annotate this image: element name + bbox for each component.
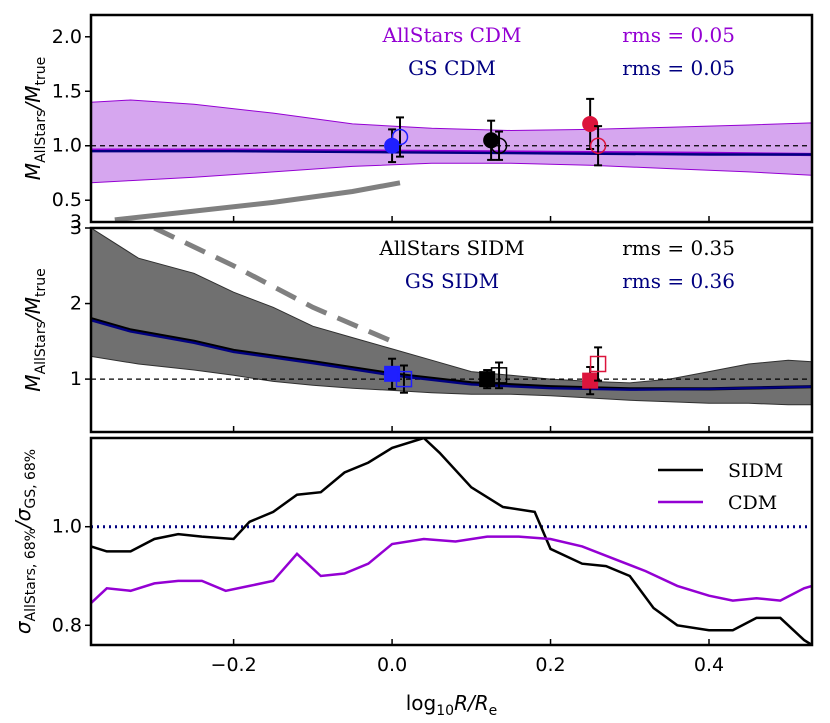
data-point-2 bbox=[479, 369, 496, 390]
y-tick-label: 1.5 bbox=[52, 80, 82, 102]
data-point-1 bbox=[395, 364, 413, 394]
annotation-2: GS CDM bbox=[408, 56, 496, 80]
marker-square bbox=[490, 367, 508, 384]
data-point-1 bbox=[391, 116, 409, 158]
x-label-part: log bbox=[406, 691, 437, 715]
panel-middle: 1 2 3 AllStars SIDM rms = 0.35 GS SIDM rms = 0… bbox=[70, 217, 814, 434]
y-tick-label-extra: 3 bbox=[70, 211, 82, 233]
data-point-5 bbox=[589, 346, 607, 382]
x-axis-label: log10R/Re bbox=[406, 691, 497, 719]
data-point-3 bbox=[490, 130, 508, 161]
y-label-part: true bbox=[33, 57, 49, 86]
marker-circle bbox=[391, 128, 409, 146]
model-curve-middle bbox=[153, 228, 394, 344]
panel-top: 0.5 1.0 1.5 2.0 3 AllStars CDM rms = 0.05 GS CD… bbox=[52, 13, 814, 233]
x-tick-label: −0.2 bbox=[211, 654, 257, 676]
marker-square bbox=[395, 370, 413, 388]
y-axis-label-top: MAllStars/Mtrue bbox=[21, 57, 49, 180]
marker-circle bbox=[589, 137, 607, 154]
annotation-0: AllStars CDM bbox=[382, 23, 522, 47]
series-line-sidm bbox=[91, 438, 812, 645]
y-tick-label: 0.5 bbox=[52, 189, 82, 211]
annotation-2: GS SIDM bbox=[405, 269, 499, 293]
y-label-part: /M bbox=[21, 297, 45, 323]
scatter-band-middle bbox=[91, 228, 812, 406]
series-line-cdm bbox=[91, 535, 812, 605]
y-axis-label-middle: MAllStars/Mtrue bbox=[21, 268, 49, 391]
panel-bottom: 0.8 1.0 −0.2 0.0 0.2 0.4 SIDM CDM log10R/Re bbox=[52, 436, 814, 719]
y-label-part: AllStars bbox=[33, 110, 49, 163]
y-label-part: σ bbox=[11, 620, 35, 634]
y-tick-label: 0.8 bbox=[52, 614, 82, 636]
marker-square bbox=[384, 365, 401, 382]
x-label-part: 10 bbox=[436, 703, 454, 719]
annotation-3: rms = 0.36 bbox=[622, 269, 735, 293]
plot-area-top bbox=[91, 97, 812, 222]
annotation-1: rms = 0.05 bbox=[622, 23, 735, 47]
x-tick-label: 0.4 bbox=[694, 654, 724, 676]
x-tick-label: 0.0 bbox=[377, 654, 407, 676]
legend-label-cdm: CDM bbox=[728, 492, 777, 514]
y-label-part: /M bbox=[21, 86, 45, 112]
y-label-part: AllStars bbox=[33, 321, 49, 374]
y-label-part: AllStars, 68% bbox=[23, 528, 39, 621]
data-point-0 bbox=[384, 128, 401, 164]
data-point-3 bbox=[490, 361, 508, 390]
marker-circle bbox=[582, 115, 599, 132]
y-label-part: M bbox=[21, 374, 45, 391]
series-line-gs-cdm bbox=[91, 149, 812, 156]
y-tick-label: 2.0 bbox=[52, 26, 82, 48]
y-label-part: /σ bbox=[11, 507, 35, 530]
marker-square bbox=[479, 371, 496, 388]
scatter-band-top bbox=[91, 99, 812, 184]
plot-area-middle bbox=[91, 228, 812, 406]
annotation-3: rms = 0.05 bbox=[622, 56, 735, 80]
x-label-part: e bbox=[489, 703, 498, 719]
model-curve-top bbox=[114, 180, 401, 222]
y-label-part: M bbox=[21, 163, 45, 180]
plot-area-bottom bbox=[91, 438, 812, 645]
y-tick-label: 1.0 bbox=[52, 516, 82, 538]
y-tick-label: 2 bbox=[70, 293, 82, 315]
frame-top bbox=[89, 13, 814, 224]
y-tick-label: 3 bbox=[70, 217, 82, 239]
marker-circle bbox=[490, 137, 508, 154]
marker-square bbox=[589, 355, 607, 373]
legend-label-sidm: SIDM bbox=[728, 460, 783, 482]
data-point-5 bbox=[589, 125, 607, 167]
y-axis-label-bottom: σAllStars, 68%/σGS, 68% bbox=[11, 449, 39, 634]
y-tick-label: 1 bbox=[70, 368, 82, 390]
x-label-part: R/R bbox=[454, 691, 489, 715]
y-tick-label: 1.0 bbox=[52, 135, 82, 157]
marker-circle bbox=[384, 137, 401, 154]
y-label-part: true bbox=[33, 268, 49, 297]
frame-middle bbox=[89, 226, 814, 434]
y-label-part: GS, 68% bbox=[23, 449, 39, 509]
data-point-4 bbox=[582, 97, 599, 151]
annotation-0: AllStars SIDM bbox=[378, 236, 524, 260]
frame-bottom bbox=[89, 436, 814, 647]
x-tick-label: 0.2 bbox=[535, 654, 565, 676]
annotation-1: rms = 0.35 bbox=[622, 236, 735, 260]
legend: SIDM CDM bbox=[658, 460, 783, 514]
